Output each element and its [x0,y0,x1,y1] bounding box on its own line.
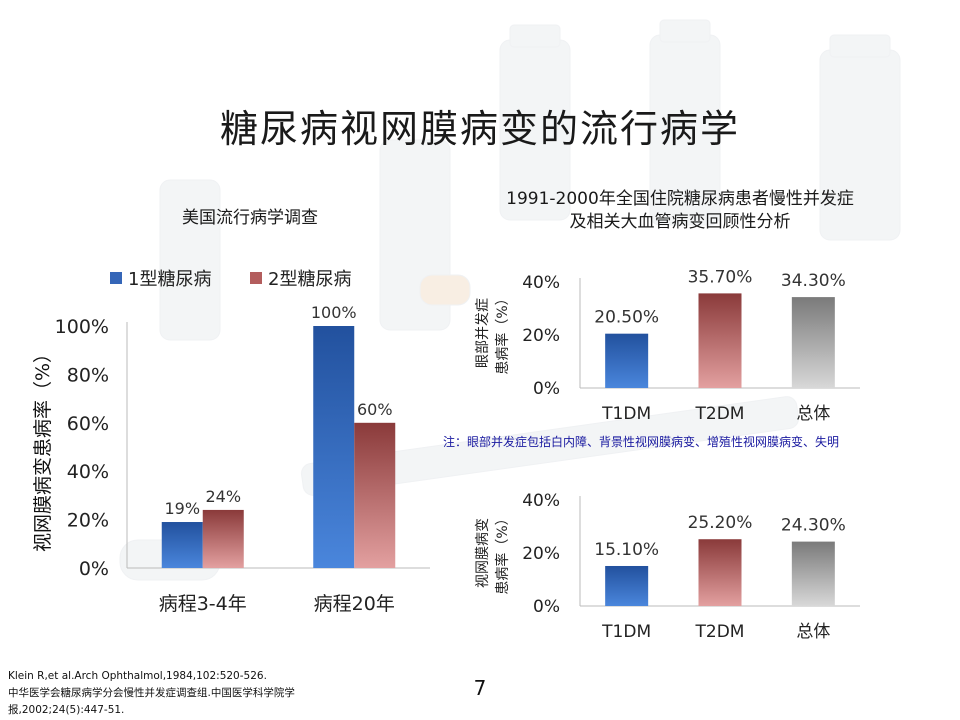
x-tick-label: 总体 [796,622,830,642]
bar [698,539,742,606]
reference-1: Klein R,et al.Arch Ophthalmol,1984,102:5… [8,670,267,682]
data-label: 100% [311,303,357,322]
chart-footnote: 注：眼部并发症包括白内障、背景性视网膜病变、增殖性视网膜病变、失明 [443,435,840,449]
y-tick-label: 0% [533,379,560,399]
y-axis-label-line1: 视网膜病变 [475,518,491,588]
x-tick-label: 病程3-4年 [159,593,247,615]
x-tick-label: 总体 [796,404,830,424]
bar [161,522,203,568]
y-axis-label-line1: 眼部并发症 [475,298,491,368]
right-chart-subtitle: 1991-2000年全国住院糖尿病患者慢性并发症 及相关大血管病变回顾性分析 [440,188,920,234]
data-label: 24% [205,487,241,506]
bar [313,326,355,568]
data-label: 35.70% [688,267,753,287]
page-number: 7 [473,676,487,700]
bar [202,509,244,568]
bar [605,565,649,606]
y-axis-label: 视网膜病变患病率（%） [32,344,54,552]
data-label: 25.20% [688,513,753,533]
bar [791,541,835,606]
bar [791,297,835,388]
bar [698,293,742,388]
data-label: 60% [357,400,393,419]
legend-swatch [250,272,262,284]
ocular-complication-chart: 眼部并发症 患病率（%） 0% 20% 40% 20.50% T1DM 35.70% T2D… [475,267,860,424]
data-label: 15.10% [594,540,659,560]
data-label: 20.50% [594,308,659,328]
y-tick-label: 20% [67,510,109,532]
reference-3: 报,2002;24(5):447-51. [8,704,125,716]
x-tick-label: T1DM [601,404,651,424]
x-tick-label: 病程20年 [314,593,395,615]
y-tick-label: 100% [55,316,109,338]
data-label: 34.30% [781,271,846,291]
legend-swatch [110,272,122,284]
y-tick-label: 60% [67,413,109,435]
us-survey-chart: 1型糖尿病 2型糖尿病 视网膜病变患病率（%） 0% 20% 40% 60% 80% 100… [32,269,430,615]
y-axis-label-line2: 患病率（%） [494,511,511,594]
y-tick-label: 20% [522,326,560,346]
left-chart-subtitle: 美国流行病学调查 [182,208,318,228]
page-title: 糖尿病视网膜病变的流行病学 [219,107,740,151]
reference-2: 中华医学会糖尿病学分会慢性并发症调查组.中国医学科学院学 [8,687,295,699]
y-tick-label: 40% [522,491,560,511]
legend-label: 2型糖尿病 [268,269,351,290]
data-label: 19% [164,499,200,518]
y-axis-label-line2: 患病率（%） [494,291,511,374]
data-label: 24.30% [781,516,846,536]
x-tick-label: T1DM [601,622,651,642]
references: Klein R,et al.Arch Ophthalmol,1984,102:5… [8,668,388,719]
plot-area: 0% 20% 40% 15.10% T1DM 25.20% T2DM 24.30% 总体 [522,491,860,642]
y-tick-label: 0% [533,597,560,617]
y-tick-label: 80% [67,364,109,386]
x-tick-label: T2DM [695,404,745,424]
chart-legend: 1型糖尿病 2型糖尿病 [110,269,351,290]
plot-area: 0% 20% 40% 20.50% T1DM 35.70% T2DM 34.30% 总体 [522,267,860,424]
y-tick-label: 40% [522,273,560,293]
x-tick-label: T2DM [695,622,745,642]
plot-area: 0% 20% 40% 60% 80% 100% 19% 24% 病程3-4年 100% 60% 病程2… [55,303,430,615]
retinopathy-chart: 视网膜病变 患病率（%） 0% 20% 40% 15.10% T1DM 25.20% T2D… [475,491,860,642]
bar [354,422,396,568]
y-tick-label: 20% [522,544,560,564]
right-subtitle-line1: 1991-2000年全国住院糖尿病患者慢性并发症 [506,189,854,209]
right-subtitle-line2: 及相关大血管病变回顾性分析 [569,212,791,232]
y-tick-label: 0% [79,558,109,580]
legend-label: 1型糖尿病 [128,269,211,290]
y-tick-label: 40% [67,461,109,483]
bar [605,333,649,388]
